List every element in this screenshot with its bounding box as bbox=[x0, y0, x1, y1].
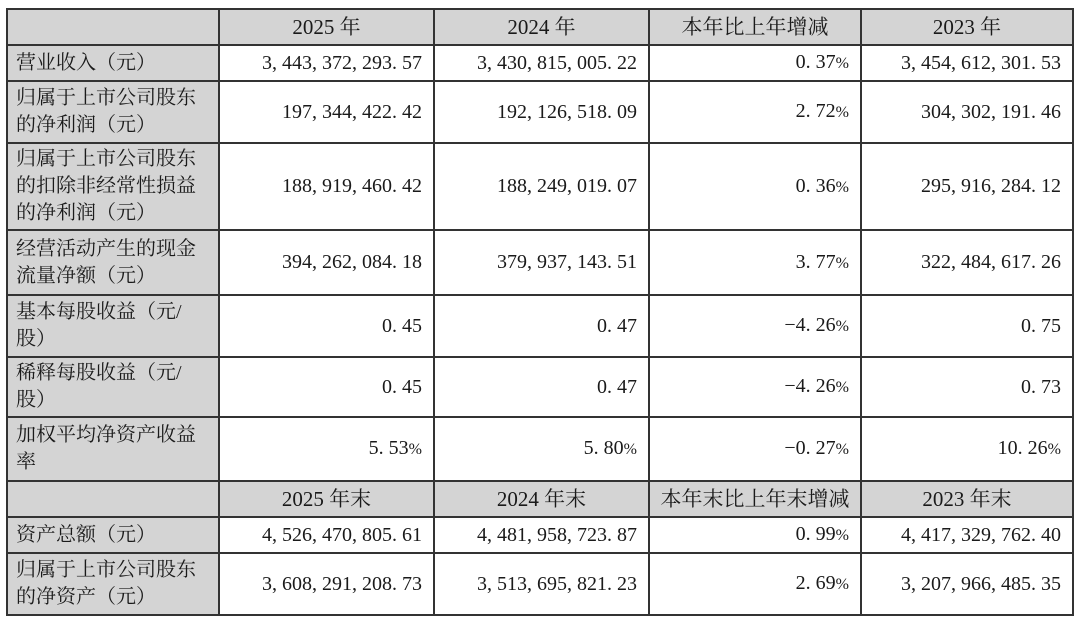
cell-net-assets-0: 3, 608, 291, 208. 73 bbox=[218, 552, 435, 616]
cell-basic-eps-3: 0. 75 bbox=[860, 294, 1074, 358]
cell-diluted-eps-1: 0. 47 bbox=[433, 356, 650, 418]
row-label-basic-eps: 基本每股收益（元/ 股） bbox=[6, 294, 220, 358]
table-row: 稀释每股收益（元/ 股） 0. 45 0. 47 −4. 26% 0. 73 bbox=[6, 356, 1074, 418]
row-label-net-assets: 归属于上市公司股东 的净资产（元） bbox=[6, 552, 220, 616]
row-label-weighted-roe: 加权平均净资产收益 率 bbox=[6, 416, 220, 482]
cell-total-assets-0: 4, 526, 470, 805. 61 bbox=[218, 516, 435, 554]
cell-basic-eps-1: 0. 47 bbox=[433, 294, 650, 358]
row-label-diluted-eps: 稀释每股收益（元/ 股） bbox=[6, 356, 220, 418]
financial-summary-table: 2025 年 2024 年 本年比上年增减 2023 年 营业收入（元） 3, … bbox=[6, 8, 1074, 616]
column-header-col2: 2024 年末 bbox=[433, 480, 650, 518]
cell-weighted-roe-1: 5. 80% bbox=[433, 416, 650, 482]
column-header-col1: 2025 年末 bbox=[218, 480, 435, 518]
table-row: 归属于上市公司股东 的扣除非经常性损益 的净利润（元） 188, 919, 46… bbox=[6, 142, 1074, 231]
cell-net-profit-0: 197, 344, 422. 42 bbox=[218, 80, 435, 144]
column-header-col1: 2025 年 bbox=[218, 8, 435, 46]
cell-basic-eps-2: −4. 26% bbox=[648, 294, 862, 358]
cell-operating-cash-flow-2: 3. 77% bbox=[648, 229, 862, 296]
table-row: 加权平均净资产收益 率 5. 53% 5. 80% −0. 27% 10. 26… bbox=[6, 416, 1074, 482]
cell-revenue-3: 3, 454, 612, 301. 53 bbox=[860, 44, 1074, 82]
row-label-revenue: 营业收入（元） bbox=[6, 44, 220, 82]
cell-total-assets-3: 4, 417, 329, 762. 40 bbox=[860, 516, 1074, 554]
table-row: 归属于上市公司股东 的净资产（元） 3, 608, 291, 208. 73 3… bbox=[6, 552, 1074, 616]
table-row: 资产总额（元） 4, 526, 470, 805. 61 4, 481, 958… bbox=[6, 516, 1074, 554]
table-row: 归属于上市公司股东 的净利润（元） 197, 344, 422. 42 192,… bbox=[6, 80, 1074, 144]
cell-total-assets-1: 4, 481, 958, 723. 87 bbox=[433, 516, 650, 554]
row-label-operating-cash-flow: 经营活动产生的现金 流量净额（元） bbox=[6, 229, 220, 296]
cell-operating-cash-flow-1: 379, 937, 143. 51 bbox=[433, 229, 650, 296]
cell-net-profit-1: 192, 126, 518. 09 bbox=[433, 80, 650, 144]
cell-net-assets-1: 3, 513, 695, 821. 23 bbox=[433, 552, 650, 616]
column-header-col2: 2024 年 bbox=[433, 8, 650, 46]
cell-net-profit-2: 2. 72% bbox=[648, 80, 862, 144]
row-label-net-profit-deducted: 归属于上市公司股东 的扣除非经常性损益 的净利润（元） bbox=[6, 142, 220, 231]
column-header-corner bbox=[6, 8, 220, 46]
table-row: 营业收入（元） 3, 443, 372, 293. 57 3, 430, 815… bbox=[6, 44, 1074, 82]
cell-weighted-roe-3: 10. 26% bbox=[860, 416, 1074, 482]
cell-revenue-1: 3, 430, 815, 005. 22 bbox=[433, 44, 650, 82]
cell-revenue-2: 0. 37% bbox=[648, 44, 862, 82]
table-row: 基本每股收益（元/ 股） 0. 45 0. 47 −4. 26% 0. 75 bbox=[6, 294, 1074, 358]
row-label-net-profit: 归属于上市公司股东 的净利润（元） bbox=[6, 80, 220, 144]
column-header-col3: 2023 年末 bbox=[860, 480, 1074, 518]
cell-operating-cash-flow-3: 322, 484, 617. 26 bbox=[860, 229, 1074, 296]
cell-operating-cash-flow-0: 394, 262, 084. 18 bbox=[218, 229, 435, 296]
cell-diluted-eps-3: 0. 73 bbox=[860, 356, 1074, 418]
header-row: 2025 年 2024 年 本年比上年增减 2023 年 bbox=[6, 8, 1074, 46]
cell-basic-eps-0: 0. 45 bbox=[218, 294, 435, 358]
cell-net-assets-2: 2. 69% bbox=[648, 552, 862, 616]
table-row: 经营活动产生的现金 流量净额（元） 394, 262, 084. 18 379,… bbox=[6, 229, 1074, 296]
cell-net-profit-deducted-3: 295, 916, 284. 12 bbox=[860, 142, 1074, 231]
cell-net-profit-deducted-1: 188, 249, 019. 07 bbox=[433, 142, 650, 231]
header-row: 2025 年末 2024 年末 本年末比上年末增减 2023 年末 bbox=[6, 480, 1074, 518]
cell-weighted-roe-2: −0. 27% bbox=[648, 416, 862, 482]
cell-diluted-eps-2: −4. 26% bbox=[648, 356, 862, 418]
cell-diluted-eps-0: 0. 45 bbox=[218, 356, 435, 418]
cell-revenue-0: 3, 443, 372, 293. 57 bbox=[218, 44, 435, 82]
cell-net-assets-3: 3, 207, 966, 485. 35 bbox=[860, 552, 1074, 616]
cell-net-profit-deducted-0: 188, 919, 460. 42 bbox=[218, 142, 435, 231]
column-header-change: 本年比上年增减 bbox=[648, 8, 862, 46]
column-header-corner bbox=[6, 480, 220, 518]
cell-weighted-roe-0: 5. 53% bbox=[218, 416, 435, 482]
cell-net-profit-3: 304, 302, 191. 46 bbox=[860, 80, 1074, 144]
cell-net-profit-deducted-2: 0. 36% bbox=[648, 142, 862, 231]
row-label-total-assets: 资产总额（元） bbox=[6, 516, 220, 554]
cell-total-assets-2: 0. 99% bbox=[648, 516, 862, 554]
column-header-change: 本年末比上年末增减 bbox=[648, 480, 862, 518]
column-header-col3: 2023 年 bbox=[860, 8, 1074, 46]
